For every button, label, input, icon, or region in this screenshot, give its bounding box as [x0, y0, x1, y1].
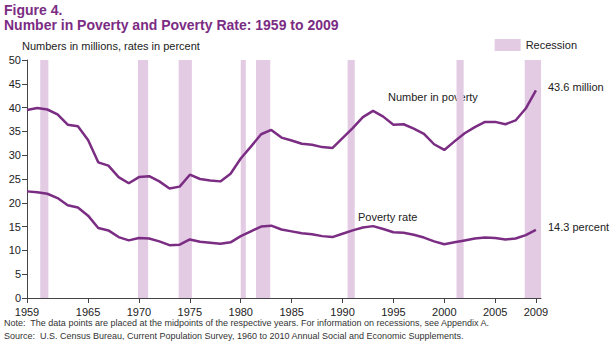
svg-text:1970: 1970 [127, 306, 151, 318]
svg-text:25: 25 [9, 173, 21, 185]
svg-text:Numbers in millions, rates in: Numbers in millions, rates in percent [22, 40, 200, 52]
svg-text:Note: The data points are pla: Note: The data points are placed at the … [4, 318, 489, 328]
svg-text:1990: 1990 [330, 306, 354, 318]
svg-text:1985: 1985 [279, 306, 303, 318]
svg-text:Number in poverty: Number in poverty [388, 91, 478, 103]
svg-text:5: 5 [15, 268, 21, 280]
svg-text:1975: 1975 [178, 306, 202, 318]
svg-text:Recession: Recession [526, 39, 577, 51]
svg-text:Number in Poverty and Poverty: Number in Poverty and Poverty Rate: 1959… [4, 17, 339, 33]
svg-text:35: 35 [9, 125, 21, 137]
svg-text:14.3 percent: 14.3 percent [548, 221, 609, 233]
svg-text:43.6 million: 43.6 million [548, 81, 604, 93]
svg-text:10: 10 [9, 244, 21, 256]
svg-text:Figure 4.: Figure 4. [4, 2, 62, 18]
svg-text:2009: 2009 [524, 306, 548, 318]
svg-text:1965: 1965 [76, 306, 100, 318]
svg-text:Source: U.S. Census Bureau, C: Source: U.S. Census Bureau, Current Popu… [4, 331, 464, 341]
svg-text:50: 50 [9, 54, 21, 66]
svg-text:0: 0 [15, 292, 21, 304]
svg-text:1980: 1980 [229, 306, 253, 318]
svg-text:45: 45 [9, 78, 21, 90]
svg-text:2005: 2005 [483, 306, 507, 318]
svg-text:Poverty rate: Poverty rate [358, 211, 417, 223]
svg-text:2000: 2000 [432, 306, 456, 318]
svg-text:1959: 1959 [15, 306, 39, 318]
svg-text:20: 20 [9, 197, 21, 209]
svg-text:15: 15 [9, 221, 21, 233]
svg-text:30: 30 [9, 149, 21, 161]
svg-text:1995: 1995 [381, 306, 405, 318]
svg-text:40: 40 [9, 102, 21, 114]
